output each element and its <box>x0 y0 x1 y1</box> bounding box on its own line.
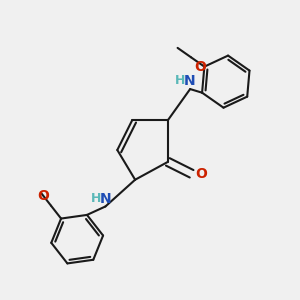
Text: O: O <box>194 60 206 74</box>
Text: N: N <box>100 192 112 206</box>
Text: O: O <box>38 189 50 203</box>
Text: H: H <box>91 192 101 205</box>
Text: O: O <box>196 167 207 182</box>
Text: N: N <box>184 74 195 88</box>
Text: H: H <box>175 74 185 87</box>
